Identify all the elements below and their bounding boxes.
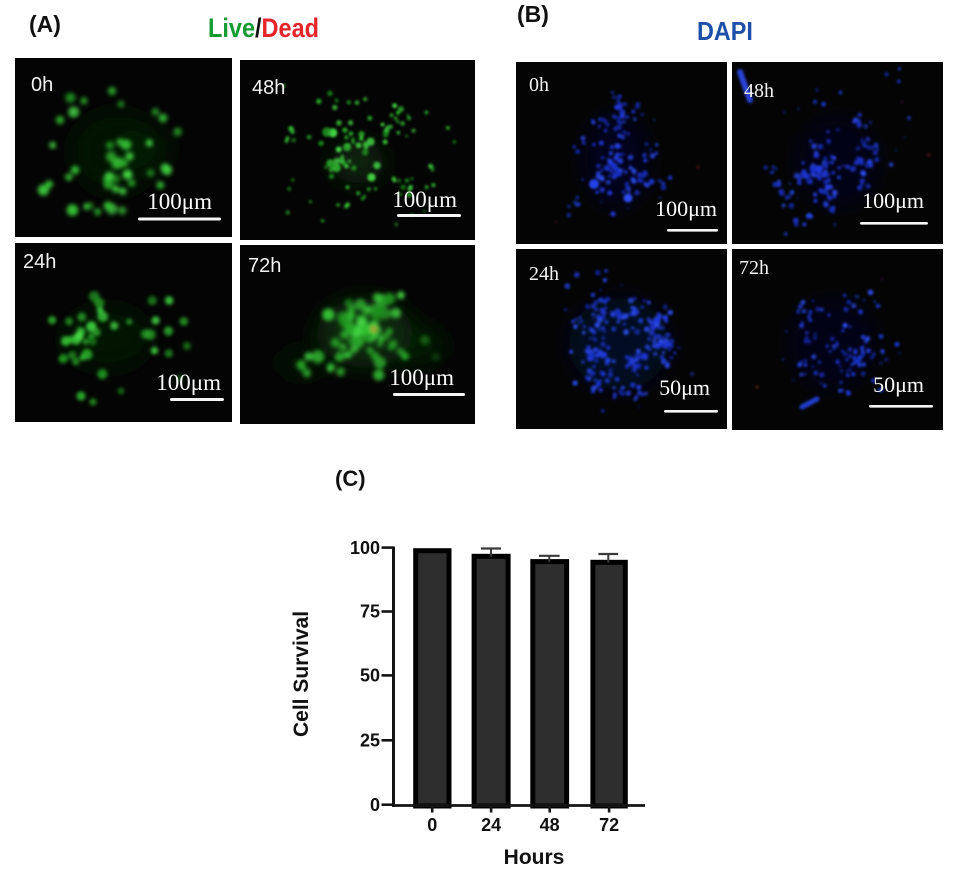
svg-text:24: 24 xyxy=(481,815,501,835)
svg-text:72h: 72h xyxy=(739,257,769,279)
svg-text:50: 50 xyxy=(360,666,380,686)
svg-text:100μm: 100μm xyxy=(392,187,457,212)
svg-text:72h: 72h xyxy=(248,255,281,277)
svg-text:Cell Survival: Cell Survival xyxy=(290,611,313,737)
svg-text:24h: 24h xyxy=(23,251,56,273)
svg-text:100μm: 100μm xyxy=(655,196,717,221)
svg-text:75: 75 xyxy=(360,602,380,622)
svg-text:48h: 48h xyxy=(252,77,285,99)
svg-text:0: 0 xyxy=(370,795,380,815)
svg-text:100μm: 100μm xyxy=(156,370,221,395)
svg-text:48h: 48h xyxy=(744,80,774,102)
svg-text:25: 25 xyxy=(360,731,380,751)
svg-text:0h: 0h xyxy=(31,74,53,96)
svg-text:24h: 24h xyxy=(529,263,559,285)
svg-text:100μm: 100μm xyxy=(147,189,212,214)
svg-text:50μm: 50μm xyxy=(659,375,710,400)
svg-text:72: 72 xyxy=(599,815,619,835)
svg-text:0: 0 xyxy=(427,815,437,835)
svg-text:Hours: Hours xyxy=(504,846,565,869)
svg-text:48: 48 xyxy=(540,815,560,835)
svg-text:100: 100 xyxy=(350,538,380,558)
svg-text:100μm: 100μm xyxy=(389,365,454,390)
svg-text:(C): (C) xyxy=(335,466,366,491)
svg-text:100μm: 100μm xyxy=(862,188,924,213)
svg-text:0h: 0h xyxy=(529,74,549,96)
svg-text:50μm: 50μm xyxy=(873,372,924,397)
